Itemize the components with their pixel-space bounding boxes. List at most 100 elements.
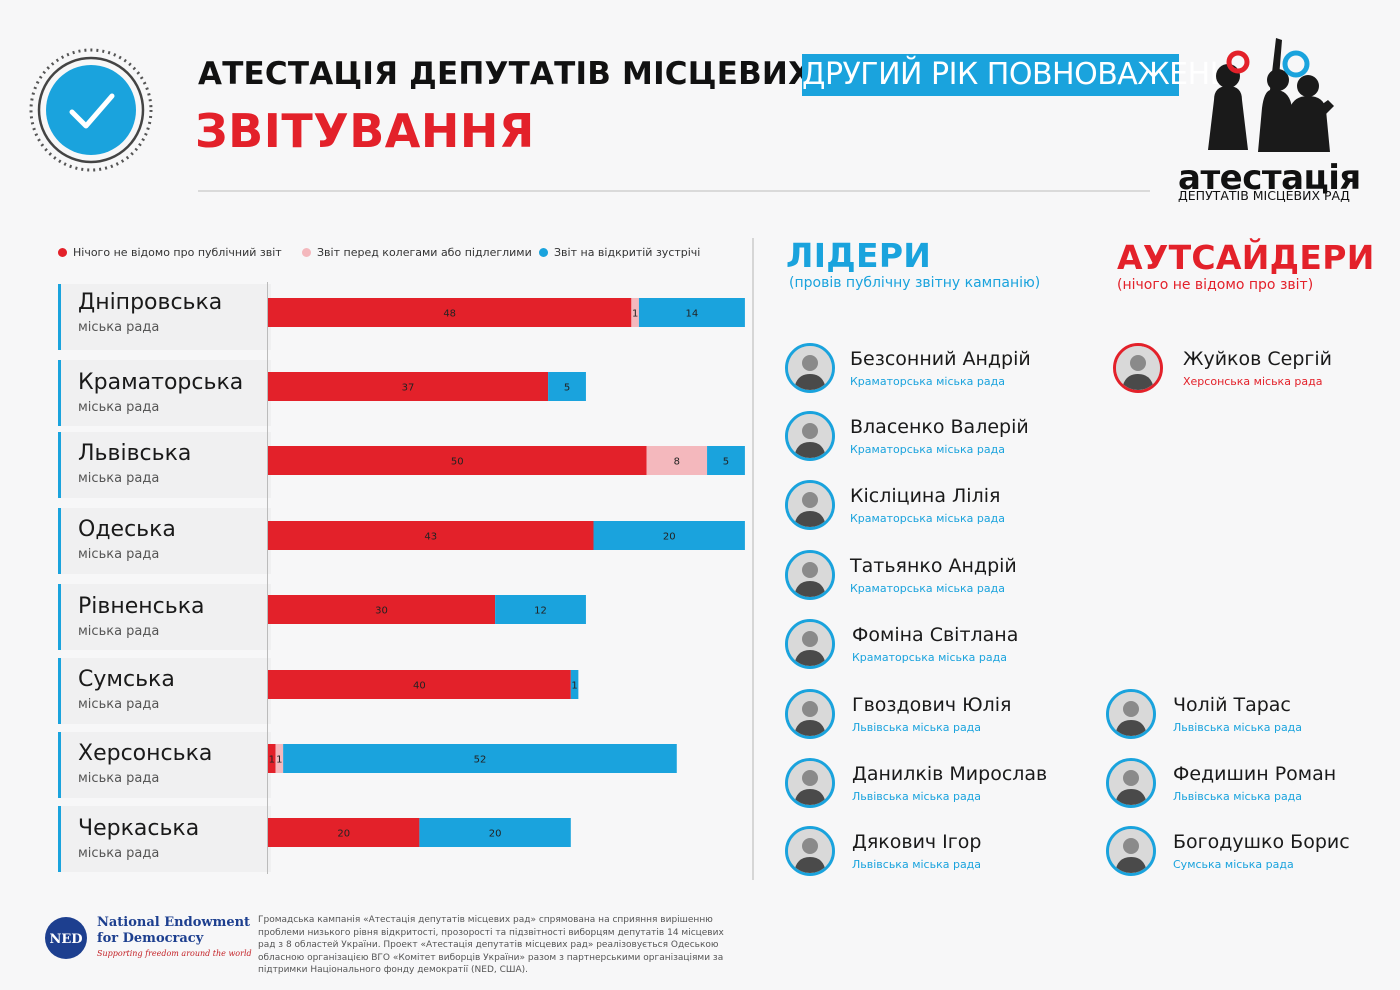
legend-dot-blue-icon xyxy=(539,248,548,257)
person-avatar xyxy=(785,550,835,600)
bar-segment xyxy=(268,521,594,550)
ned-name-line: for Democracy xyxy=(97,931,204,946)
person-avatar xyxy=(785,689,835,739)
person-name: Безсонний Андрій xyxy=(850,348,1031,370)
header-divider xyxy=(198,190,1150,192)
ned-abbr: NED xyxy=(49,932,82,947)
city-row-bg xyxy=(58,432,271,498)
city-name: Сумська xyxy=(78,667,175,692)
ned-name: National Endowment for Democracy xyxy=(97,915,250,947)
person-avatar xyxy=(1106,758,1156,808)
bar-segment xyxy=(631,298,639,327)
bar-value-label: 12 xyxy=(534,606,547,617)
bar-segment xyxy=(268,595,496,624)
legend-label: Звіт перед колегами або підлеглими xyxy=(317,246,532,259)
bar-value-label: 20 xyxy=(337,829,350,840)
legend-label: Нічого не відомо про публічний звіт xyxy=(73,246,282,259)
person-council: Львівська міська рада xyxy=(852,790,982,803)
person-name: Данилків Мирослав xyxy=(852,763,1048,785)
person-avatar xyxy=(1106,826,1156,876)
legend-item-unknown: Нічого не відомо про публічний звіт xyxy=(58,246,282,259)
bar-segment xyxy=(283,744,677,773)
person-avatar xyxy=(785,619,835,669)
city-name: Львівська xyxy=(78,441,192,466)
page-subtitle: ЗВІТУВАННЯ xyxy=(195,104,535,158)
bar-segment xyxy=(268,372,549,401)
bar-segment xyxy=(268,818,420,847)
bar-value-label: 8 xyxy=(674,457,680,468)
city-row-bg xyxy=(58,732,271,798)
city-name: Черкаська xyxy=(78,816,200,841)
bar-value-label: 30 xyxy=(375,606,388,617)
person-council: Краматорська міська рада xyxy=(852,651,1007,664)
person-name: Власенко Валерій xyxy=(850,416,1029,438)
outsiders-subtitle: (нічого не відомо про звіт) xyxy=(1117,277,1314,293)
person-name: Богодушко Борис xyxy=(1173,831,1350,853)
bar-segment xyxy=(548,372,586,401)
city-name: Херсонська xyxy=(78,741,213,766)
person-name: Жуйков Сергій xyxy=(1183,348,1333,370)
ned-name-line: National Endowment xyxy=(97,915,251,930)
person-avatar xyxy=(1106,689,1156,739)
person-council: Краматорська міська рада xyxy=(850,443,1005,456)
bar-value-label: 20 xyxy=(489,829,502,840)
person-council: Львівська міська рада xyxy=(852,721,982,734)
person-council: Херсонська міська рада xyxy=(1183,375,1323,388)
city-sublabel: міська рада xyxy=(78,624,160,639)
ned-logo-icon: NED xyxy=(45,917,87,959)
bar-segment xyxy=(495,595,586,624)
person-council: Львівська міська рада xyxy=(1173,790,1303,803)
ned-tagline: Supporting freedom around the world xyxy=(97,949,252,958)
logo-wordmark: атестація xyxy=(1178,158,1361,198)
person-avatar xyxy=(1113,343,1163,393)
city-row-bg xyxy=(58,806,271,872)
attestation-logo-icon xyxy=(1208,38,1334,152)
person-name: Кісліцина Лілія xyxy=(850,485,1001,507)
person-council: Львівська міська рада xyxy=(852,858,982,871)
city-sublabel: міська рада xyxy=(78,697,160,712)
bar-value-label: 37 xyxy=(402,383,415,394)
person-name: Чолій Тарас xyxy=(1173,694,1291,716)
bar-value-label: 5 xyxy=(564,383,570,394)
person-name: Гвоздович Юлія xyxy=(852,694,1012,716)
city-sublabel: міська рада xyxy=(78,547,160,562)
city-name: Дніпровська xyxy=(78,290,223,315)
bar-value-label: 1 xyxy=(632,309,638,320)
city-row-bg xyxy=(58,284,271,350)
legend-dot-pink-icon xyxy=(302,248,311,257)
bar-segment xyxy=(275,744,284,773)
bar-value-label: 14 xyxy=(686,309,699,320)
person-name: Федишин Роман xyxy=(1173,763,1337,785)
bar-value-label: 1 xyxy=(269,755,275,766)
city-name: Одеська xyxy=(78,517,176,542)
city-name: Краматорська xyxy=(78,370,244,395)
person-avatar xyxy=(785,758,835,808)
legend-item-open-meeting: Звіт на відкритій зустрічі xyxy=(539,246,700,259)
person-name: Татьянко Андрій xyxy=(850,555,1017,577)
city-sublabel: міська рада xyxy=(78,471,160,486)
city-row-bg xyxy=(58,508,271,574)
bar-value-label: 20 xyxy=(663,532,676,543)
bar-value-label: 52 xyxy=(474,755,487,766)
leaders-title: ЛІДЕРИ xyxy=(786,236,932,275)
footer-note: Громадська кампанія «Атестація депутатів… xyxy=(258,915,724,975)
person-avatar xyxy=(785,411,835,461)
bar-segment xyxy=(268,670,571,699)
outsiders-title: АУТСАЙДЕРИ xyxy=(1117,238,1375,277)
bar-segment xyxy=(268,446,647,475)
person-council: Краматорська міська рада xyxy=(850,512,1005,525)
bar-value-label: 40 xyxy=(413,681,426,692)
city-sublabel: міська рада xyxy=(78,846,160,861)
person-avatar xyxy=(785,480,835,530)
bar-segment xyxy=(707,446,745,475)
bar-value-label: 1 xyxy=(276,755,282,766)
city-sublabel: міська рада xyxy=(78,320,160,335)
leaders-subtitle: (провів публічну звітну кампанію) xyxy=(789,275,1041,291)
city-sublabel: міська рада xyxy=(78,400,160,415)
person-council: Краматорська міська рада xyxy=(850,582,1005,595)
chart-axis xyxy=(267,282,268,874)
checkmark-badge-icon xyxy=(29,48,153,172)
person-name: Фоміна Світлана xyxy=(852,624,1019,646)
bar-segment xyxy=(638,298,745,327)
person-council: Краматорська міська рада xyxy=(850,375,1005,388)
